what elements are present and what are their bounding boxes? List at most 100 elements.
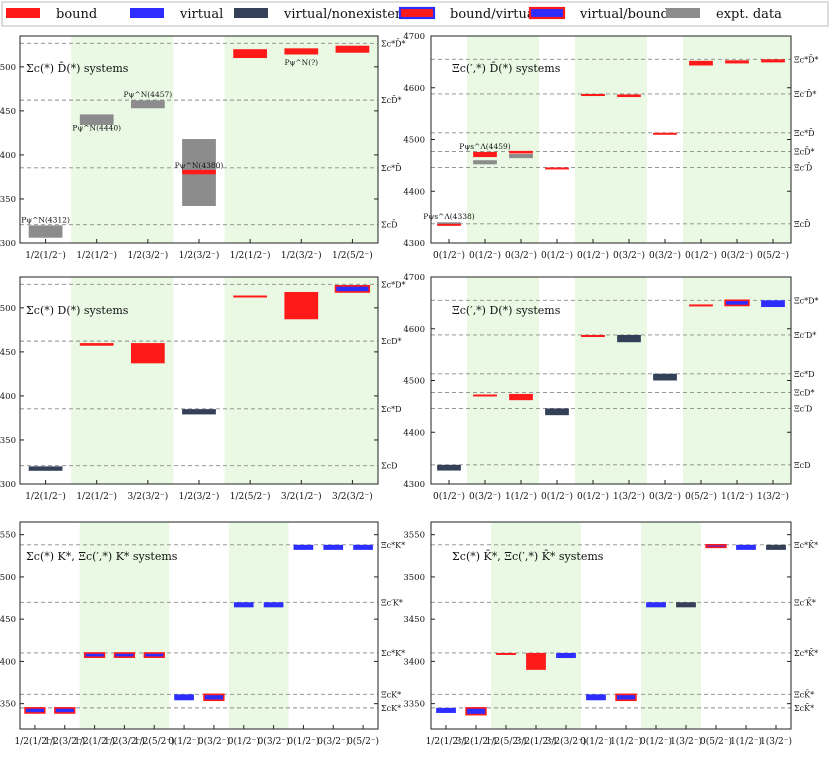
highlight-band bbox=[467, 277, 539, 484]
expt-bar bbox=[437, 222, 461, 225]
y-tick-label: 4500 bbox=[403, 377, 425, 387]
category-label: 0(3/2⁻) bbox=[317, 736, 349, 747]
pole-bar-bound bbox=[473, 151, 497, 158]
category-label: 1/2(1/2⁻) bbox=[230, 250, 271, 261]
category-label: 0(1/2⁻) bbox=[168, 736, 200, 747]
y-tick-label: 4400 bbox=[0, 151, 16, 161]
highlight-band bbox=[683, 36, 791, 243]
threshold-label: ΞcD̄ bbox=[794, 219, 811, 228]
pole-bar-nonexistent bbox=[653, 373, 677, 381]
category-label: 3/2(1/2⁻) bbox=[281, 491, 322, 502]
threshold-label: ΣcD̄ bbox=[381, 220, 398, 229]
highlight-band bbox=[224, 36, 378, 243]
category-label: 1(1/2⁻) bbox=[610, 736, 642, 747]
pole-bar-virtual bbox=[736, 544, 756, 550]
y-tick-label: 4400 bbox=[403, 428, 425, 438]
expt-bar bbox=[473, 160, 497, 165]
pole-bar-virtual bbox=[556, 652, 576, 659]
threshold-label: Σc*K* bbox=[381, 649, 405, 658]
panel-title: Σc(*) K̄*, Ξc(′,*) K̄* systems bbox=[452, 550, 604, 563]
highlight-band bbox=[467, 36, 539, 243]
pole-bar-virtual bbox=[233, 602, 254, 608]
pole-bar-virtual_bound bbox=[203, 693, 225, 702]
y-tick-label: 4350 bbox=[0, 195, 16, 205]
y-tick-label: 3500 bbox=[0, 573, 16, 583]
category-label: 1/2(1/2⁻) bbox=[74, 736, 115, 747]
pole-bar-bound bbox=[182, 169, 216, 175]
category-label: 1(3/2⁻) bbox=[670, 736, 702, 747]
threshold-label: Ξc*D* bbox=[794, 296, 819, 305]
category-label: 1/2(3/2⁻) bbox=[179, 250, 220, 261]
pole-bar-bound bbox=[233, 49, 268, 59]
expt-bar bbox=[509, 153, 533, 159]
threshold-label: ΞcD bbox=[794, 461, 811, 470]
category-label: 1(1/2⁻) bbox=[721, 491, 753, 502]
category-label: 1(3/2⁻) bbox=[757, 491, 789, 502]
legend-label: bound/virtual bbox=[450, 7, 539, 22]
pole-bar-virtual_bound bbox=[143, 652, 165, 658]
panel-title: Σc(*) D̄(*) systems bbox=[26, 62, 129, 75]
pole-bar-virtual bbox=[761, 300, 785, 308]
y-tick-label: 3550 bbox=[0, 531, 16, 541]
y-tick-label: 3550 bbox=[403, 531, 425, 541]
legend-swatch bbox=[528, 6, 566, 20]
highlight-band bbox=[575, 277, 647, 484]
pole-bar-bound bbox=[653, 132, 677, 135]
pole-bar-bound bbox=[284, 291, 319, 320]
threshold-label: ΣcD̄* bbox=[381, 96, 402, 105]
pole-bar-virtual bbox=[174, 694, 194, 701]
category-label: 0(5/2⁻) bbox=[347, 736, 379, 747]
y-tick-label: 4500 bbox=[403, 136, 425, 146]
category-label: 1/2(1/2⁻) bbox=[25, 250, 66, 261]
pole-bar-virtual_bound bbox=[705, 544, 727, 549]
pole-bar-bound bbox=[437, 223, 461, 226]
pole-bar-virtual_bound bbox=[615, 693, 637, 702]
y-tick-label: 4600 bbox=[403, 325, 425, 335]
category-label: 1/2(3/2⁻) bbox=[281, 250, 322, 261]
annotation-label: Pψ^N(4457) bbox=[123, 90, 172, 99]
threshold-label: Ξc′D̄* bbox=[794, 90, 816, 99]
threshold-label: Ξc′D bbox=[794, 404, 812, 413]
pole-bar-virtual bbox=[263, 602, 284, 608]
highlight-band bbox=[641, 522, 701, 729]
y-tick-label: 3450 bbox=[403, 615, 425, 625]
category-label: 0(1/2⁻) bbox=[469, 250, 501, 261]
pole-bar-nonexistent bbox=[437, 464, 461, 471]
panel-3: ΣcD Σc*D ΣcD* Σc*D* 4300 4350 4400 4450 4500 1/2(… bbox=[0, 276, 406, 502]
category-label: 0(1/2⁻) bbox=[541, 491, 573, 502]
category-label: 0(1/2⁻) bbox=[287, 736, 319, 747]
pole-bar-bound bbox=[545, 167, 569, 170]
category-label: 0(3/2⁻) bbox=[258, 736, 290, 747]
pole-bar-virtual_bound bbox=[465, 707, 487, 716]
threshold-label: ΞcD̄* bbox=[794, 147, 815, 156]
category-label: 0(1/2⁻) bbox=[580, 736, 612, 747]
y-tick-label: 4500 bbox=[0, 304, 16, 314]
category-label: 0(5/2⁻) bbox=[685, 491, 717, 502]
pole-bar-bound bbox=[617, 94, 641, 98]
category-label: 0(1/2⁻) bbox=[433, 250, 465, 261]
category-label: 0(5/2⁻) bbox=[700, 736, 732, 747]
category-label: 3/2(1/2⁻) bbox=[456, 736, 497, 747]
threshold-label: ΞcK* bbox=[381, 690, 401, 699]
y-tick-label: 3500 bbox=[403, 573, 425, 583]
category-label: 0(1/2⁻) bbox=[577, 491, 609, 502]
category-label: 0(3/2⁻) bbox=[505, 250, 537, 261]
threshold-label: ΣcK̄* bbox=[794, 703, 814, 712]
legend-swatch bbox=[6, 8, 40, 18]
pole-bar-virtual_bound bbox=[113, 652, 136, 658]
pole-bar-bound bbox=[689, 60, 713, 66]
pole-bar-virtual_bound bbox=[334, 285, 371, 293]
category-label: 0(1/2⁻) bbox=[577, 250, 609, 261]
pole-bar-bound bbox=[509, 150, 533, 154]
highlight-band bbox=[683, 277, 791, 484]
panel-2: ΞcD̄ Ξc′D̄ ΞcD̄* Ξc*D̄ Ξc′D̄* Ξc*D̄* 4300 4400 4… bbox=[403, 32, 818, 261]
pole-bar-virtual bbox=[586, 694, 606, 701]
pole-bar-virtual bbox=[646, 602, 666, 608]
threshold-label: Σc*D̄ bbox=[381, 163, 402, 172]
category-label: 1/2(1/2⁻) bbox=[25, 491, 66, 502]
threshold-label: Ξc*D̄ bbox=[794, 128, 815, 137]
category-label: 1/2(3/2⁻) bbox=[44, 736, 85, 747]
pole-bar-nonexistent bbox=[766, 544, 786, 550]
pole-bar-virtual_bound bbox=[24, 707, 46, 714]
